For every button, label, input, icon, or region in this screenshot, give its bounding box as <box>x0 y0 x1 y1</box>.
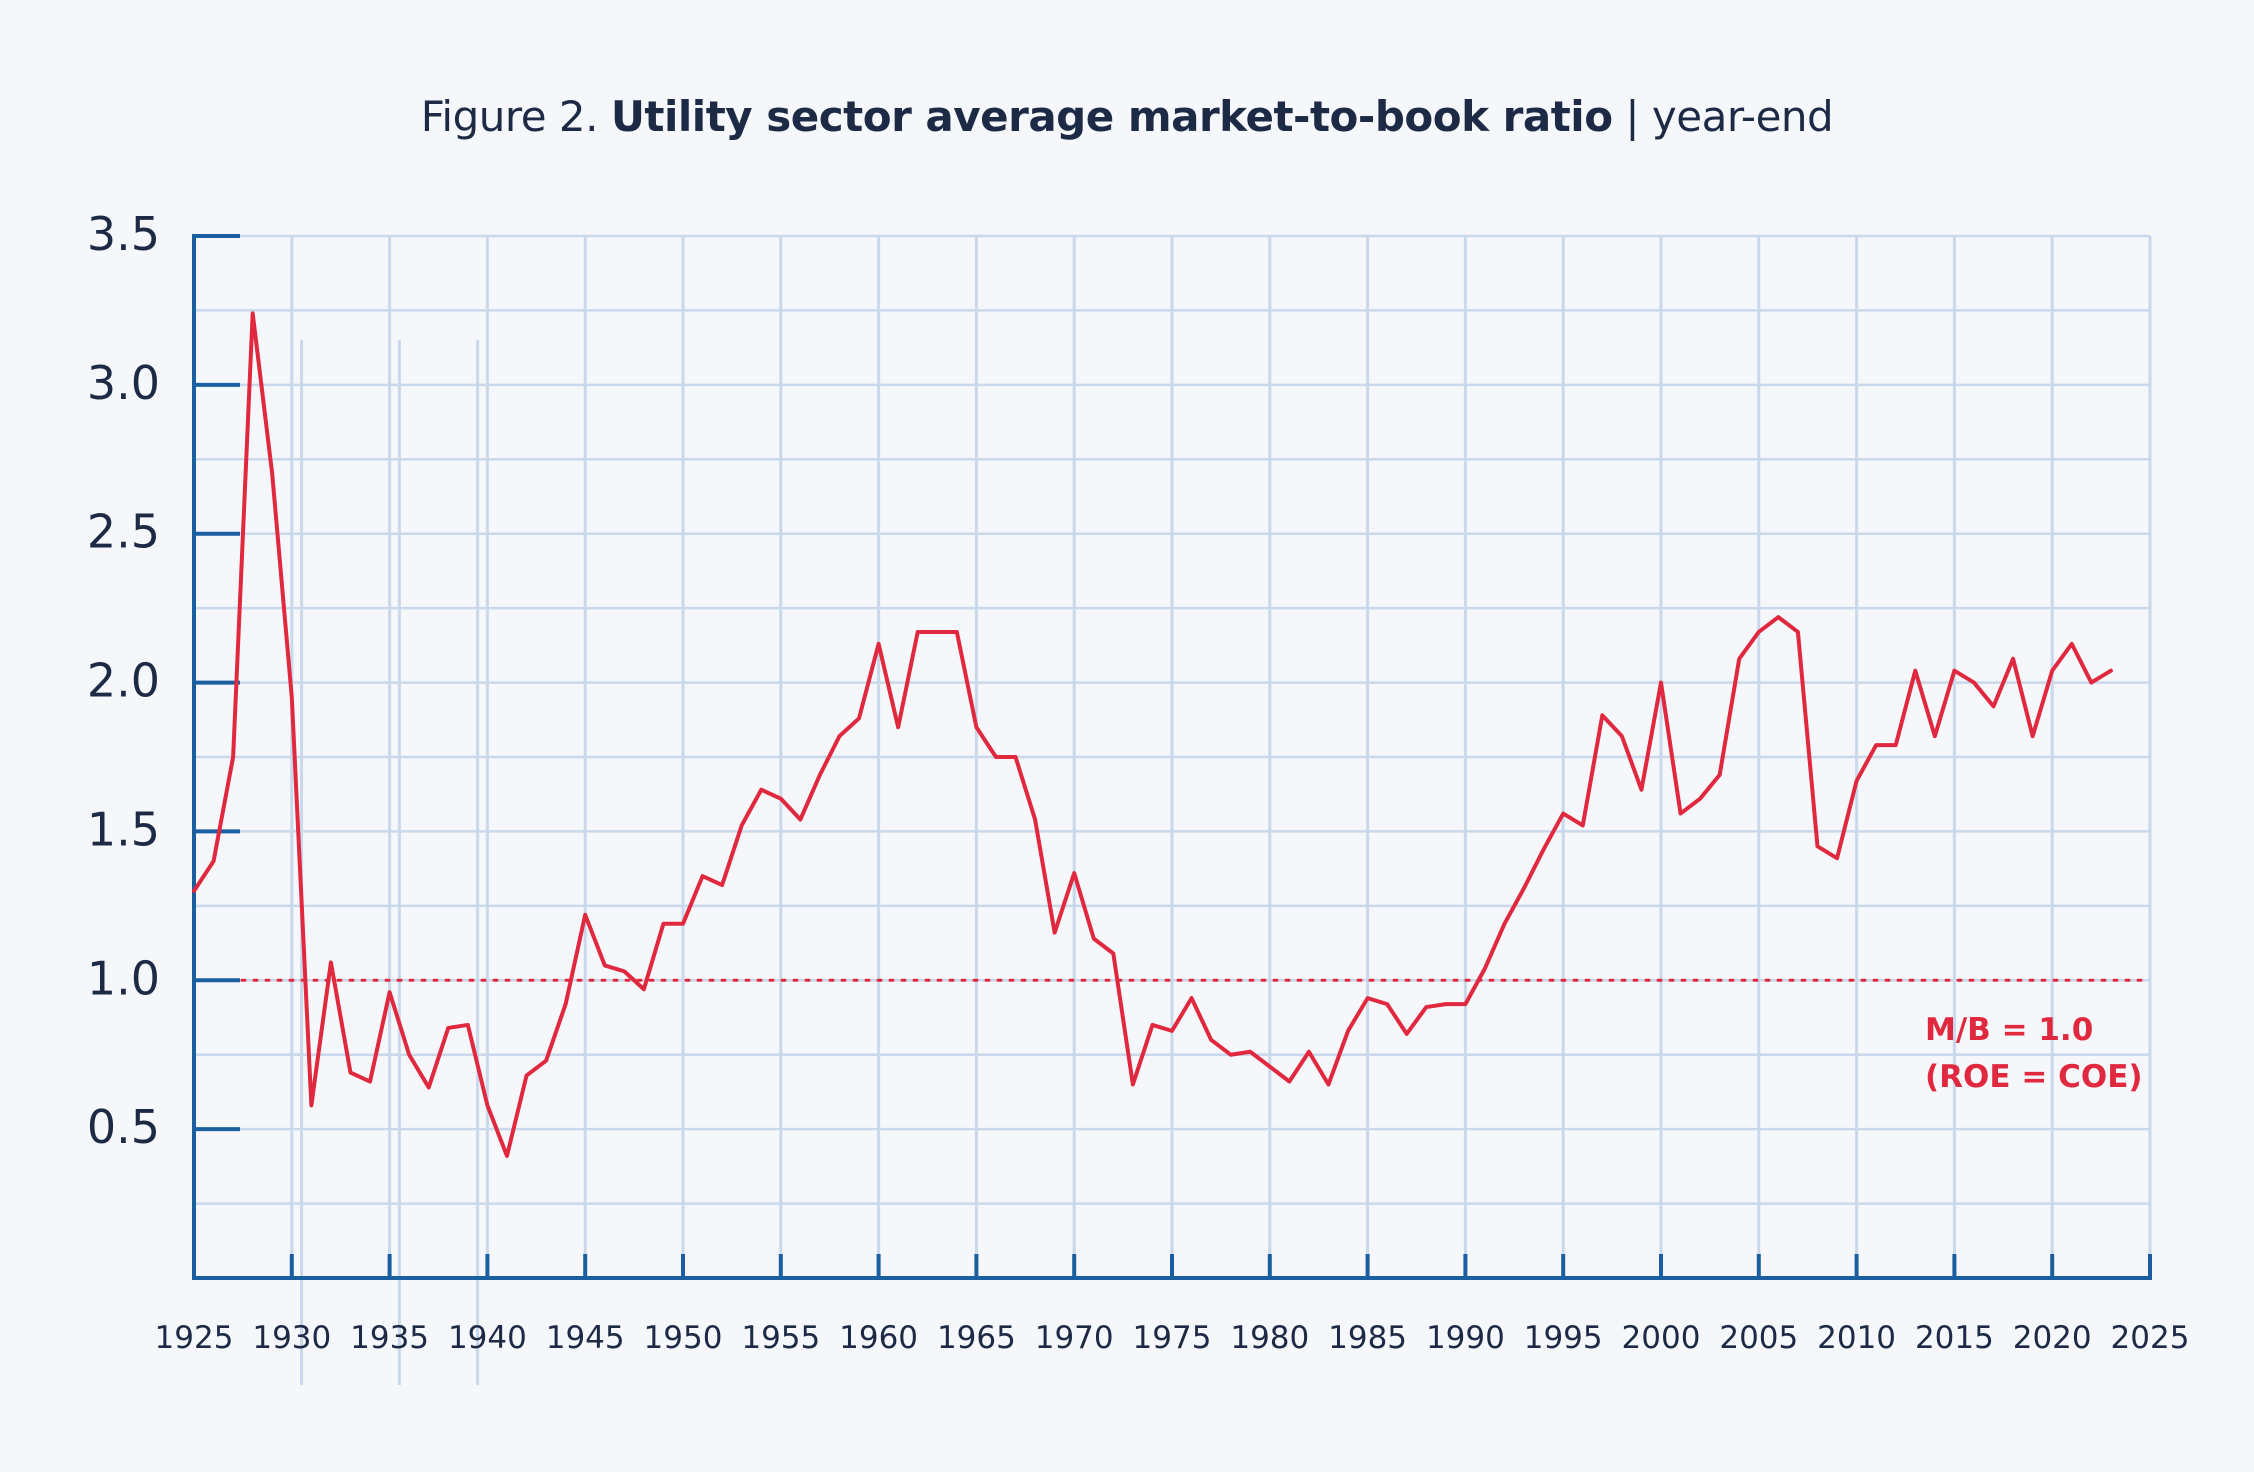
x-tick-label: 1980 <box>1230 1320 1309 1356</box>
x-tick-label: 1935 <box>350 1320 429 1356</box>
series-line <box>192 311 2113 1158</box>
x-tick-label: 1960 <box>839 1320 918 1356</box>
x-tick-label: 2010 <box>1817 1320 1896 1356</box>
chart-title: Figure 2. Utility sector average market-… <box>0 92 2254 141</box>
y-tick-label: 2.0 <box>87 654 160 708</box>
y-tick-label: 3.5 <box>87 207 160 261</box>
y-tick-label: 0.5 <box>87 1100 160 1154</box>
x-tick-label: 2020 <box>2013 1320 2092 1356</box>
x-tick-label: 2025 <box>2111 1320 2190 1356</box>
title-prefix: Figure 2. <box>420 92 599 141</box>
x-tick-label: 2015 <box>1915 1320 1994 1356</box>
y-tick-label: 2.5 <box>87 505 160 559</box>
x-tick-label: 1990 <box>1426 1320 1505 1356</box>
x-tick-label: 1955 <box>741 1320 820 1356</box>
y-tick-label: 1.5 <box>87 802 160 856</box>
x-tick-label: 1995 <box>1524 1320 1603 1356</box>
x-tick-label: 1970 <box>1035 1320 1114 1356</box>
x-tick-label: 1985 <box>1328 1320 1407 1356</box>
x-tick-label: 1930 <box>252 1320 331 1356</box>
x-tick-label: 2000 <box>1622 1320 1701 1356</box>
y-tick-label: 1.0 <box>87 951 160 1005</box>
reference-label-line2: (ROE = COE) <box>1925 1059 2143 1095</box>
y-tick-label: 3.0 <box>87 356 160 410</box>
x-tick-label: 1940 <box>448 1320 527 1356</box>
title-suffix: | year-end <box>1625 92 1834 141</box>
x-tick-label: 1950 <box>644 1320 723 1356</box>
x-tick-label: 1975 <box>1133 1320 1212 1356</box>
x-tick-label: 2005 <box>1719 1320 1798 1356</box>
x-tick-label: 1925 <box>155 1320 234 1356</box>
reference-label-line1: M/B = 1.0 <box>1925 1012 2093 1048</box>
title-main: Utility sector average market-to-book ra… <box>610 92 1613 141</box>
x-tick-label: 1945 <box>546 1320 625 1356</box>
x-tick-label: 1965 <box>937 1320 1016 1356</box>
